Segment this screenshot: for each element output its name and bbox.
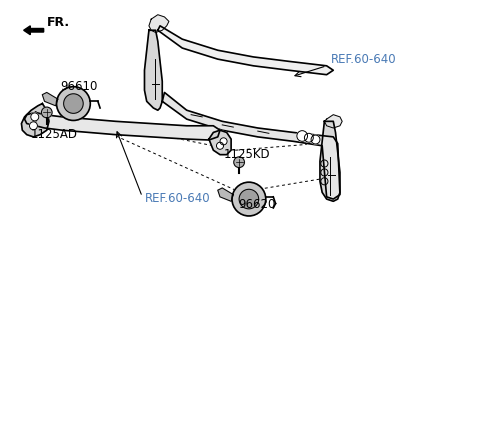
Text: REF.60-640: REF.60-640	[331, 53, 396, 66]
Polygon shape	[324, 115, 342, 128]
Text: 96620: 96620	[239, 198, 276, 211]
Polygon shape	[158, 26, 333, 75]
Polygon shape	[24, 113, 36, 126]
Text: 96610: 96610	[60, 80, 97, 93]
Polygon shape	[162, 93, 340, 199]
Circle shape	[234, 157, 244, 168]
Circle shape	[216, 142, 224, 149]
Circle shape	[64, 94, 83, 114]
Polygon shape	[218, 188, 233, 201]
Circle shape	[41, 107, 52, 118]
Circle shape	[304, 133, 313, 142]
Text: 1125AD: 1125AD	[30, 128, 77, 141]
Text: REF.60-640: REF.60-640	[144, 192, 210, 205]
Circle shape	[297, 131, 308, 141]
Circle shape	[220, 138, 227, 145]
Polygon shape	[209, 130, 231, 155]
Circle shape	[57, 87, 90, 120]
Circle shape	[311, 135, 320, 144]
Text: 1125KD: 1125KD	[224, 148, 270, 161]
Text: FR.: FR.	[47, 16, 70, 29]
Polygon shape	[149, 15, 169, 33]
Circle shape	[232, 182, 266, 216]
Circle shape	[31, 113, 39, 121]
Polygon shape	[34, 113, 220, 140]
Circle shape	[239, 189, 259, 209]
Circle shape	[29, 122, 37, 130]
FancyArrow shape	[24, 26, 44, 35]
Polygon shape	[42, 93, 58, 106]
Polygon shape	[22, 104, 49, 137]
Polygon shape	[144, 30, 162, 110]
Polygon shape	[320, 121, 340, 201]
